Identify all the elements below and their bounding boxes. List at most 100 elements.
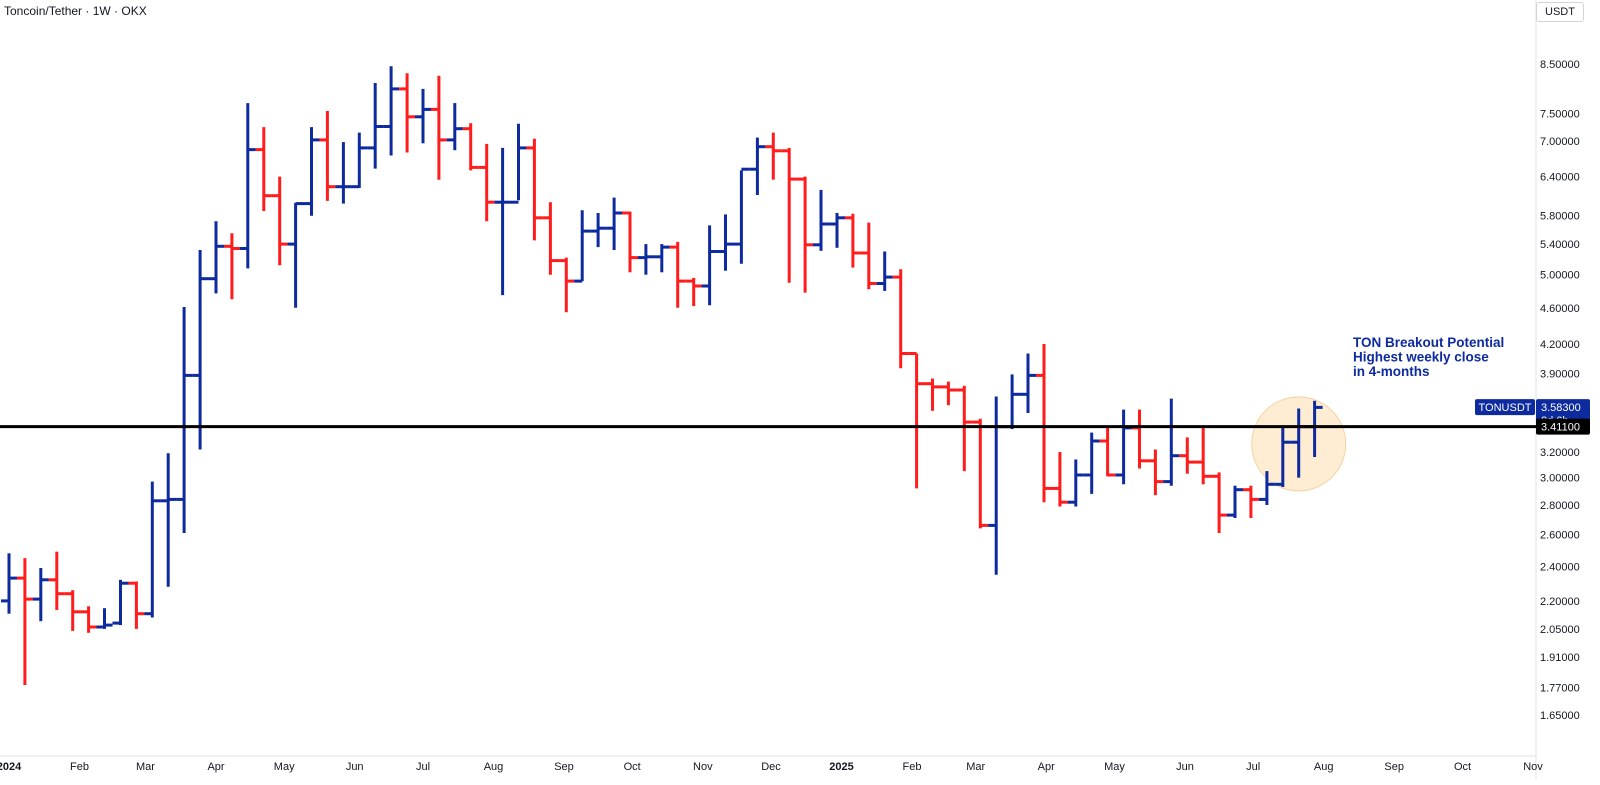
x-tick-label: Feb	[70, 761, 89, 773]
ohlc-bar	[908, 352, 925, 489]
ohlc-bar	[876, 251, 893, 291]
ohlc-bar	[128, 581, 145, 629]
ohlc-bar	[1, 553, 17, 614]
symbol-badge	[1475, 399, 1535, 416]
ohlc-bar	[192, 250, 209, 450]
ohlc-bar	[144, 481, 161, 618]
ohlc-bar	[606, 197, 623, 250]
ohlc-bar	[988, 396, 1005, 575]
x-tick-label: Sep	[554, 761, 574, 773]
ohlc-bar	[399, 73, 416, 153]
x-tick-label: Oct	[624, 761, 641, 773]
x-tick-label: Apr	[207, 761, 224, 773]
ohlc-bar	[813, 189, 829, 251]
ohlc-bar	[717, 214, 734, 271]
y-tick-label: 2.40000	[1540, 561, 1580, 573]
y-tick-label: 2.05000	[1540, 624, 1580, 636]
ohlc-bar	[844, 213, 861, 268]
ohlc-bars	[1, 66, 1323, 685]
ohlc-bar	[765, 132, 782, 180]
ohlc-bar	[64, 590, 81, 631]
level-price-label: 3.41100	[1541, 422, 1580, 434]
ohlc-bar	[271, 176, 288, 266]
ohlc-bar	[1163, 398, 1180, 486]
ohlc-bar	[48, 551, 65, 610]
y-tick-label: 1.91000	[1540, 652, 1580, 664]
ohlc-bar	[351, 132, 368, 189]
ohlc-bar	[956, 385, 973, 472]
x-tick-label: Jun	[346, 761, 364, 773]
ohlc-bar	[1067, 459, 1084, 507]
ohlc-bar	[415, 88, 431, 144]
ohlc-bar	[303, 127, 320, 216]
ohlc-bar	[462, 123, 479, 171]
x-tick-label: Sep	[1384, 761, 1404, 773]
x-tick-label: Aug	[484, 761, 504, 773]
ohlc-bar	[526, 138, 543, 241]
ohlc-bar	[1115, 409, 1132, 485]
y-tick-label: 5.80000	[1540, 211, 1580, 223]
annotation-text-line: Highest weekly close	[1353, 350, 1489, 365]
x-tick-label: Apr	[1038, 761, 1055, 773]
annotation-text-line: in 4-months	[1353, 364, 1430, 379]
ohlc-bar	[892, 269, 909, 369]
ohlc-bar	[367, 83, 384, 169]
ohlc-bar	[829, 213, 845, 248]
ohlc-bar	[653, 244, 670, 273]
x-tick-label: Jul	[416, 761, 430, 773]
y-tick-label: 7.50000	[1540, 109, 1580, 121]
x-tick-label: Oct	[1454, 761, 1471, 773]
ohlc-bar	[797, 176, 814, 293]
x-axis[interactable]: 2024 Feb Mar Apr May Jun Jul Aug Sep Oct Nov Dec 202…	[0, 761, 1543, 773]
ohlc-bar	[1179, 437, 1196, 474]
y-tick-label: 2.60000	[1540, 530, 1580, 542]
ohlc-bar	[1258, 471, 1275, 505]
y-tick-label: 8.50000	[1540, 59, 1580, 71]
currency-button[interactable]: USDT	[1536, 2, 1584, 22]
level-price-badge	[1536, 418, 1590, 435]
x-tick-label: May	[1104, 761, 1125, 773]
ohlc-bar	[510, 123, 527, 204]
ohlc-bar	[701, 225, 718, 306]
y-axis[interactable]: 1.65000 1.77000 1.91000 2.05000 2.20000 2.400…	[1540, 59, 1580, 722]
ohlc-bar	[733, 167, 750, 264]
ohlc-bar	[287, 202, 304, 308]
ohlc-bar	[160, 453, 177, 587]
ohlc-bar	[208, 221, 224, 294]
ohlc-bar	[80, 606, 97, 633]
ohlc-bar	[430, 75, 447, 180]
ohlc-bar	[239, 103, 256, 269]
ohlc-bar	[446, 103, 463, 151]
ohlc-bar	[176, 307, 193, 533]
x-tick-label: 2024	[0, 761, 22, 773]
symbol-title[interactable]: Toncoin/Tether · 1W · OKX	[4, 4, 147, 18]
ohlc-bar	[335, 142, 352, 204]
ohlc-bar	[940, 381, 957, 406]
y-tick-label: 3.90000	[1540, 368, 1580, 380]
ohlc-bar	[1274, 427, 1291, 487]
ohlc-bar	[749, 137, 766, 195]
x-tick-label: Nov	[693, 761, 713, 773]
ohlc-bar	[590, 213, 607, 248]
x-tick-label: 2025	[829, 761, 853, 773]
x-tick-label: Jun	[1176, 761, 1194, 773]
y-tick-label: 6.40000	[1540, 172, 1580, 184]
x-tick-label: Mar	[136, 761, 155, 773]
ohlc-bar	[319, 111, 336, 201]
ohlc-bar	[781, 147, 798, 283]
ohlc-bar	[1051, 452, 1068, 507]
ohlc-bar	[1195, 427, 1212, 485]
y-tick-label: 2.20000	[1540, 596, 1580, 608]
x-tick-label: Jul	[1246, 761, 1260, 773]
ohlc-bar	[1099, 427, 1116, 477]
x-tick-label: Feb	[903, 761, 922, 773]
ohlc-bar	[622, 211, 638, 273]
x-tick-label: May	[274, 761, 295, 773]
ohlc-bar	[1036, 344, 1052, 503]
ohlc-bar	[558, 257, 575, 313]
y-tick-label: 5.00000	[1540, 270, 1580, 282]
ohlc-bar	[383, 66, 400, 156]
ohlc-bar	[1147, 449, 1164, 496]
